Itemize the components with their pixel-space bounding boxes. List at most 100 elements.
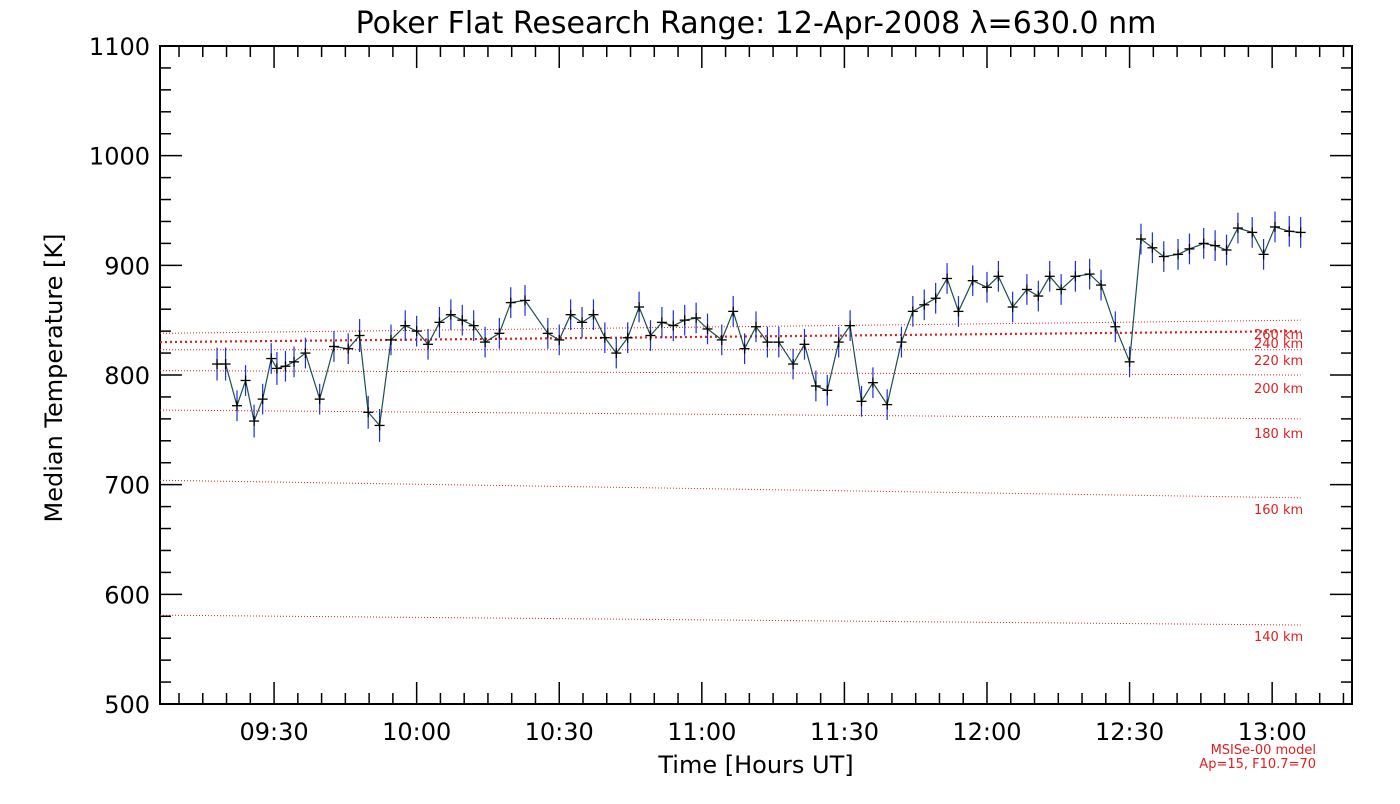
- data-point: [867, 377, 878, 388]
- data-point: [1270, 221, 1281, 232]
- data-point: [266, 353, 277, 364]
- data-point: [354, 330, 365, 341]
- data-point: [1184, 243, 1195, 254]
- data-point: [691, 312, 702, 323]
- data-point: [993, 271, 1004, 282]
- data-point: [882, 399, 893, 410]
- x-tick-label: 13:00: [1238, 718, 1307, 746]
- data-point: [411, 326, 422, 337]
- model-line-label: 140 km: [1254, 630, 1303, 645]
- data-point: [468, 320, 479, 331]
- data-point: [385, 334, 396, 345]
- data-point: [833, 337, 844, 348]
- data-point: [1044, 271, 1055, 282]
- data-point: [739, 343, 750, 354]
- data-point: [751, 321, 761, 332]
- data-point: [679, 315, 690, 326]
- data-point: [300, 348, 311, 359]
- data-point: [423, 339, 434, 350]
- x-tick-label: 11:00: [667, 718, 736, 746]
- y-tick-label: 700: [104, 472, 150, 500]
- data-point: [773, 337, 784, 348]
- data-point: [856, 396, 867, 407]
- data-point: [1007, 302, 1018, 313]
- data-point: [981, 282, 992, 293]
- data-point: [577, 317, 588, 328]
- data-point: [788, 359, 799, 370]
- data-point: [1084, 269, 1095, 280]
- data-point: [1056, 284, 1067, 295]
- data-point: [1021, 284, 1032, 295]
- data-point: [494, 328, 505, 339]
- data-point: [212, 359, 223, 370]
- y-tick-label: 600: [104, 581, 150, 609]
- data-point: [599, 332, 610, 343]
- model-note-line-1: MSISe-00 model: [1211, 743, 1316, 758]
- data-point: [611, 348, 622, 359]
- data-point: [480, 337, 491, 348]
- data-point: [363, 407, 374, 418]
- data-point: [822, 385, 833, 396]
- y-tick-label: 1000: [89, 143, 150, 171]
- data-point: [249, 416, 260, 427]
- model-line: [159, 614, 1301, 626]
- data-point: [810, 380, 821, 391]
- data-point: [1110, 321, 1121, 332]
- data-point: [328, 341, 339, 352]
- x-axis-label: Time [Hours UT]: [657, 751, 853, 779]
- data-point: [434, 317, 445, 328]
- y-axis-label: Median Temperature [K]: [40, 233, 68, 522]
- data-point: [1070, 271, 1081, 282]
- x-tick-label: 11:30: [810, 718, 879, 746]
- data-point: [668, 320, 679, 331]
- data-point: [1284, 226, 1295, 237]
- model-line-label: 200 km: [1254, 382, 1303, 397]
- model-note-line-2: Ap=15, F10.7=70: [1199, 757, 1316, 772]
- data-point: [728, 306, 739, 317]
- data-point: [656, 317, 667, 328]
- data-point: [1232, 223, 1243, 234]
- model-line: [159, 330, 1301, 344]
- data-point: [1198, 238, 1209, 249]
- model-line: [159, 370, 1301, 376]
- data-point: [220, 359, 231, 370]
- data-point: [565, 309, 576, 320]
- data-point: [967, 275, 978, 286]
- y-tick-label: 1100: [89, 33, 150, 61]
- x-tick-label: 10:30: [525, 718, 594, 746]
- data-point: [907, 306, 918, 317]
- model-line: [159, 479, 1301, 499]
- x-tick-label: 10:00: [382, 718, 451, 746]
- x-tick-label: 12:30: [1095, 718, 1164, 746]
- y-tick-label: 800: [104, 362, 150, 390]
- data-point: [1033, 291, 1044, 302]
- x-tick-label: 09:30: [239, 718, 308, 746]
- data-point: [622, 332, 633, 343]
- data-point: [1096, 280, 1107, 291]
- data-point: [634, 302, 645, 313]
- data-point: [845, 320, 856, 331]
- data-point: [445, 309, 456, 320]
- data-point: [762, 337, 773, 348]
- data-point: [1147, 242, 1158, 253]
- data-point: [280, 361, 291, 372]
- x-tick-label: 12:00: [952, 718, 1021, 746]
- model-line-label: 260 km: [1254, 328, 1303, 343]
- model-line: [159, 319, 1301, 334]
- data-point: [953, 306, 964, 317]
- data-point: [1124, 356, 1135, 367]
- data-point: [930, 293, 941, 304]
- model-line-label: 180 km: [1254, 427, 1303, 442]
- data-point: [505, 297, 516, 308]
- y-tick-label: 500: [104, 691, 150, 719]
- data-point: [542, 328, 553, 339]
- data-point: [457, 315, 468, 326]
- data-point: [554, 334, 565, 345]
- data-point: [716, 334, 727, 345]
- series-line: [217, 226, 1301, 427]
- data-point: [257, 394, 268, 405]
- model-line: [159, 409, 1301, 420]
- data-point: [231, 400, 242, 411]
- data-point: [645, 330, 656, 341]
